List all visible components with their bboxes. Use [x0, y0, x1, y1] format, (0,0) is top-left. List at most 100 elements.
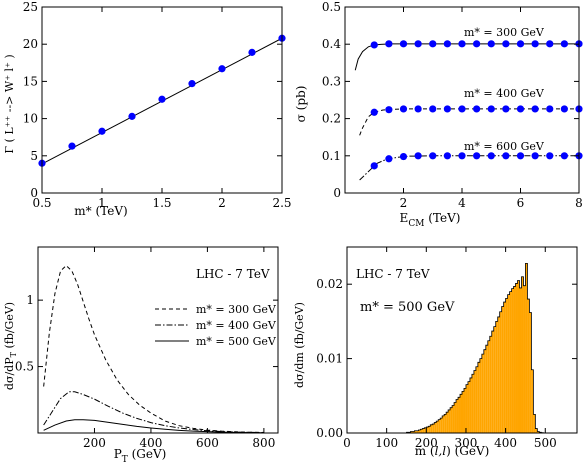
panel4-bar	[513, 286, 516, 433]
panel1-x-tick-label: 1.5	[152, 196, 171, 210]
panel2-data-point	[531, 152, 539, 160]
panel2-data-point	[516, 152, 525, 160]
panel4-bar	[426, 427, 429, 433]
panel3-y-tick-label: 0.5	[15, 360, 34, 374]
panel2-series-line-0	[354, 43, 579, 71]
panel4-bar	[493, 326, 496, 433]
panel1-data-point	[68, 142, 76, 150]
panel3-x-tick-label: 400	[139, 436, 162, 450]
panel2-data-point	[414, 40, 422, 48]
panel4-bar	[521, 276, 524, 433]
panel4-bar	[507, 294, 510, 433]
panel2-data-point	[531, 105, 539, 113]
panel4-bar	[462, 391, 464, 433]
panel4-bar	[469, 377, 472, 433]
panel4-bar	[428, 426, 431, 433]
panel3-x-tick-label: 800	[252, 436, 275, 450]
panel4-bar	[463, 388, 466, 433]
panel1-data-point	[128, 112, 136, 120]
panel4-bar	[495, 321, 498, 433]
panel2-data-point	[487, 40, 495, 48]
panel2-data-point	[473, 105, 481, 113]
panel2-data-point	[546, 40, 554, 48]
panel1-y-tick-label: 20	[23, 37, 38, 51]
panel3-series-line-400	[43, 391, 264, 434]
panel4-bar	[527, 299, 530, 433]
panel2-data-point	[385, 155, 393, 163]
panel1-x-tick-label: 2.5	[272, 196, 291, 210]
panel1-ylabel: Γ ( L⁺⁺ --> W⁺ l⁺ )	[3, 54, 16, 153]
panel2-data-point	[443, 152, 451, 160]
panel4-bar	[487, 340, 490, 433]
panel2-data-point	[458, 105, 466, 113]
panel4-x-tick-label: 400	[494, 436, 517, 450]
panel2-data-point	[399, 152, 408, 161]
panel4-bar	[479, 358, 482, 433]
panel2-x-tick-label: 4	[458, 196, 466, 210]
panel4-x-tick-label: 500	[534, 436, 557, 450]
panel4-x-tick-label: 100	[375, 436, 398, 450]
panel2-data-point	[370, 108, 378, 116]
panel4-bar	[511, 288, 514, 433]
panel1-data-point	[98, 127, 106, 135]
panel2-data-point	[399, 105, 408, 113]
panel-cross-section-vs-energy: σ (pb) ECM (TeV) m* = 300 GeV m* = 400 G…	[294, 0, 583, 229]
panel1-y-tick-label: 10	[23, 112, 38, 126]
panel1-data-point	[158, 95, 166, 103]
panel2-data-point	[429, 152, 437, 160]
panel4-bar	[525, 263, 528, 433]
panel2-y-tick-label: 0.2	[322, 112, 341, 126]
panel3-plot-frame	[37, 246, 279, 434]
panel2-data-point	[385, 106, 393, 114]
panel2-data-point	[443, 105, 451, 113]
panel4-bar	[501, 306, 504, 433]
panel-mass-distribution: dσ/dm (fb/GeV) m (l,l) (GeV) LHC - 7 TeV…	[293, 246, 578, 458]
panel4-bar	[475, 366, 478, 433]
panel2-data-point	[560, 152, 568, 160]
legend-label-400: m* = 400 GeV	[196, 319, 277, 332]
panel4-bar	[416, 430, 419, 433]
panel2-y-tick-label: 0.1	[322, 149, 341, 163]
panel2-data-point	[414, 105, 422, 113]
panel3-x-tick-label: 200	[83, 436, 106, 450]
panel4-bar	[529, 312, 532, 433]
panel2-data-point	[458, 152, 466, 160]
panel4-bar	[465, 384, 468, 433]
panel4-bar	[458, 397, 461, 433]
panel4-bar	[523, 285, 526, 433]
panel4-bar	[454, 402, 457, 433]
panel1-data-point	[188, 80, 196, 88]
panel4-y-tick-label: 0.00	[316, 426, 343, 440]
panel4-bar	[450, 407, 453, 433]
panel4-bar	[477, 362, 480, 433]
panel4-bar	[491, 331, 494, 433]
panel2-y-tick-label: 0.5	[322, 0, 341, 14]
panel4-bar	[535, 428, 538, 433]
panel1-x-tick-label: 1	[98, 196, 106, 210]
panel1-y-tick-label: 25	[23, 0, 38, 14]
panel4-bar	[537, 431, 540, 433]
panel1-y-tick-label: 0	[30, 186, 38, 200]
panel2-data-point	[516, 40, 525, 48]
panel2-data-point	[487, 152, 495, 160]
panel4-x-tick-label: 200	[415, 436, 438, 450]
panel2-annotation-400: m* = 400 GeV	[464, 87, 545, 100]
panel2-data-point	[560, 40, 568, 48]
panel4-xlabel: m (l,l) (GeV)	[415, 444, 490, 458]
panel2-y-tick-label: 0.4	[322, 37, 341, 51]
panel1-x-tick-label: 0.5	[32, 196, 51, 210]
panel2-data-point	[414, 152, 422, 160]
panel2-data-point	[429, 40, 437, 48]
panel2-x-tick-label: 6	[517, 196, 525, 210]
panel4-bar	[473, 370, 476, 433]
panel2-data-point	[560, 105, 568, 113]
panel2-data-point	[546, 152, 554, 160]
panel4-annotation-lhc: LHC - 7 TeV	[356, 267, 430, 281]
panel2-data-point	[385, 40, 393, 48]
panel4-bar	[467, 381, 470, 433]
panel4-bar	[533, 414, 536, 433]
panel4-bar	[503, 302, 506, 433]
panel4-annotation-mass: m* = 500 GeV	[360, 300, 455, 315]
panel4-bar	[432, 424, 435, 433]
